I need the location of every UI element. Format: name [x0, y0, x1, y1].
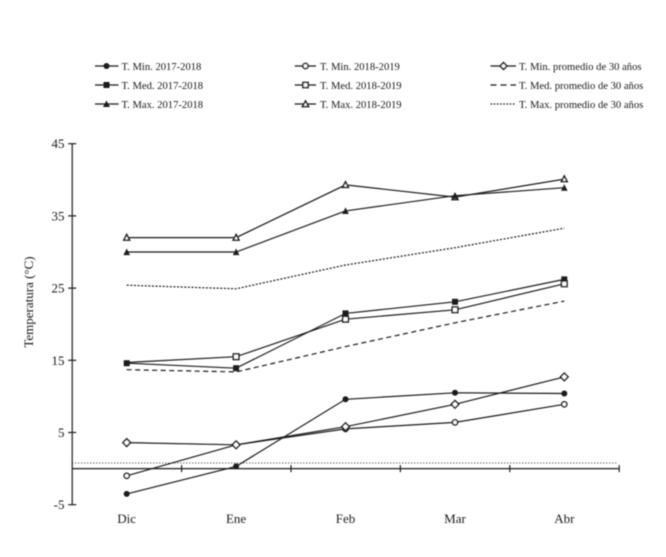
svg-text:Dic: Dic	[117, 511, 136, 526]
svg-text:T. Med. promedio de 30 años: T. Med. promedio de 30 años	[519, 81, 643, 92]
svg-text:Abr: Abr	[554, 511, 575, 526]
svg-text:T. Max. 2018-2019: T. Max. 2018-2019	[320, 100, 402, 111]
svg-text:T. Max. 2017-2018: T. Max. 2017-2018	[122, 100, 204, 111]
svg-text:T. Med. 2018-2019: T. Med. 2018-2019	[320, 81, 402, 92]
svg-text:35: 35	[52, 208, 65, 223]
svg-text:T. Min. promedio de 30 años: T. Min. promedio de 30 años	[519, 62, 642, 73]
svg-text:-5: -5	[54, 497, 65, 512]
svg-text:45: 45	[52, 136, 65, 151]
svg-text:Ene: Ene	[226, 511, 246, 526]
svg-text:Feb: Feb	[336, 511, 356, 526]
svg-text:15: 15	[52, 353, 65, 368]
svg-text:Temperatura (°C): Temperatura (°C)	[21, 256, 36, 347]
svg-text:T. Min. 2018-2019: T. Min. 2018-2019	[320, 62, 400, 73]
svg-text:T. Max. promedio de 30 años: T. Max. promedio de 30 años	[519, 100, 643, 111]
svg-text:5: 5	[58, 425, 65, 440]
svg-text:Mar: Mar	[444, 511, 466, 526]
svg-text:T. Min. 2017-2018: T. Min. 2017-2018	[122, 62, 202, 73]
svg-text:T. Med. 2017-2018: T. Med. 2017-2018	[122, 81, 204, 92]
svg-text:25: 25	[52, 281, 65, 296]
